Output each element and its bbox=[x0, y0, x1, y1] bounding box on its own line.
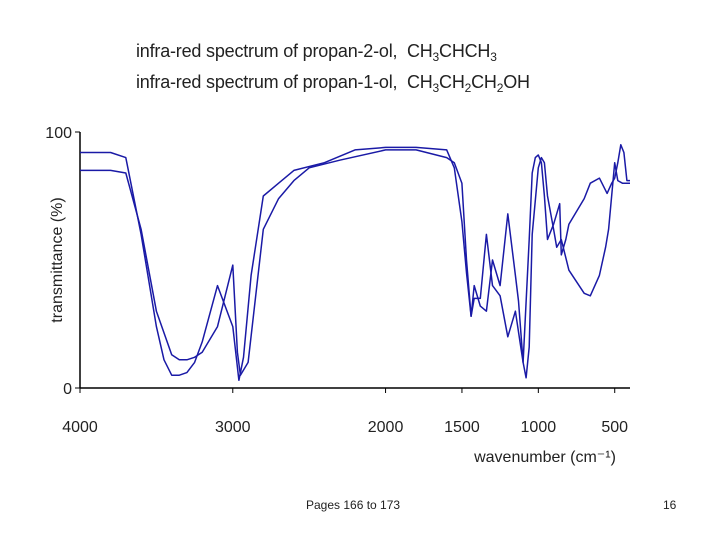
footer-page-number: 16 bbox=[663, 498, 677, 512]
x-tick-label: 4000 bbox=[62, 419, 98, 436]
x-tick-label: 1000 bbox=[521, 419, 557, 436]
x-axis-label: wavenumber (cm⁻¹) bbox=[473, 449, 616, 466]
formula: CH3CHCH3 bbox=[406, 41, 497, 64]
footer-pages: Pages 166 to 173 bbox=[306, 498, 401, 512]
title-prefix: infra-red spectrum of propan-1-ol, bbox=[136, 72, 398, 92]
x-axis-ticks: 4000 3000 2000 1500 1000 500 bbox=[62, 388, 628, 436]
series-line-2 bbox=[80, 146, 630, 382]
x-tick-label: 2000 bbox=[368, 419, 404, 436]
series-line-1 bbox=[80, 144, 630, 376]
spectrum-title-propan-1-ol: infra-red spectrum of propan-1-ol, CH3CH… bbox=[136, 73, 530, 94]
x-tick-label: 500 bbox=[601, 419, 628, 436]
x-tick-label: 1500 bbox=[444, 419, 480, 436]
spectrum-title-propan-2-ol: infra-red spectrum of propan-2-ol, CH3CH… bbox=[136, 42, 497, 63]
formula: CH3CH2CH2OH bbox=[406, 72, 530, 95]
series-layer bbox=[80, 144, 630, 382]
y-tick-label: 0 bbox=[63, 381, 72, 398]
x-tick-label: 3000 bbox=[215, 419, 251, 436]
title-prefix: infra-red spectrum of propan-2-ol, bbox=[136, 41, 398, 61]
y-axis-label: transmittance (%) bbox=[49, 197, 66, 322]
y-tick-label: 100 bbox=[45, 125, 72, 142]
y-axis-ticks: 0 100 bbox=[45, 125, 80, 398]
